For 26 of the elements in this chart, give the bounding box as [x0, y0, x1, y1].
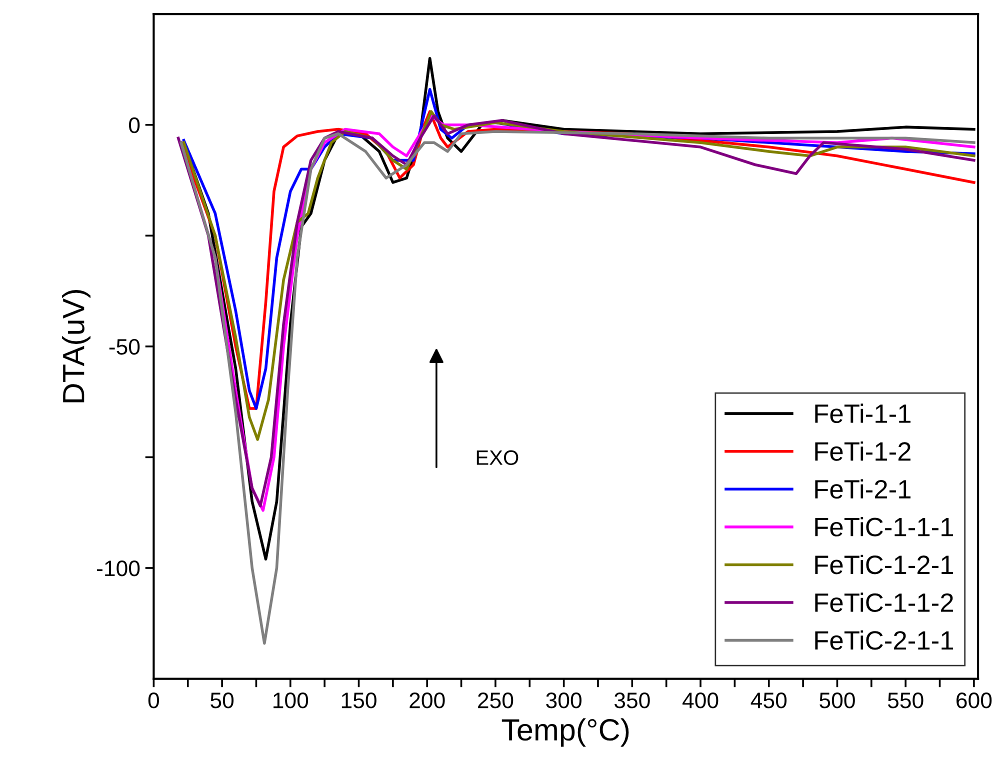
x-tick-label: 300: [546, 692, 582, 708]
y-axis-title: DTA(uV): [62, 290, 90, 402]
legend-label: FeTiC-1-1-1: [815, 517, 954, 536]
legend-label: FeTiC-2-1-1: [815, 630, 954, 650]
y-tick-label: 0: [129, 117, 140, 134]
legend-label: FeTi-2-1: [815, 479, 910, 499]
x-tick-label: 500: [820, 692, 855, 708]
x-tick-label: 250: [478, 692, 514, 708]
x-tick-label: 50: [210, 692, 234, 708]
y-tick-label: -100: [97, 560, 140, 576]
x-tick-label: 450: [750, 692, 787, 708]
x-tick-label: 600: [956, 692, 992, 708]
legend-label: FeTiC-1-1-2: [815, 592, 953, 612]
x-tick-label: 350: [614, 692, 650, 708]
legend-label: FeTi-1-1: [815, 404, 910, 424]
x-axis-title: Temp(°C): [502, 718, 629, 747]
x-tick-label: 550: [888, 692, 924, 708]
x-tick-label: 400: [682, 692, 718, 708]
x-tick-label: 150: [342, 692, 376, 708]
x-tick-label: 0: [148, 692, 160, 708]
x-tick-label: 200: [410, 692, 445, 708]
x-tick-label: 100: [274, 692, 308, 708]
annotation: EXO: [476, 450, 518, 466]
legend-label: FeTi-1-2: [815, 441, 910, 461]
legend-label: FeTiC-1-2-1: [815, 554, 954, 574]
y-tick-label: -50: [109, 338, 140, 355]
